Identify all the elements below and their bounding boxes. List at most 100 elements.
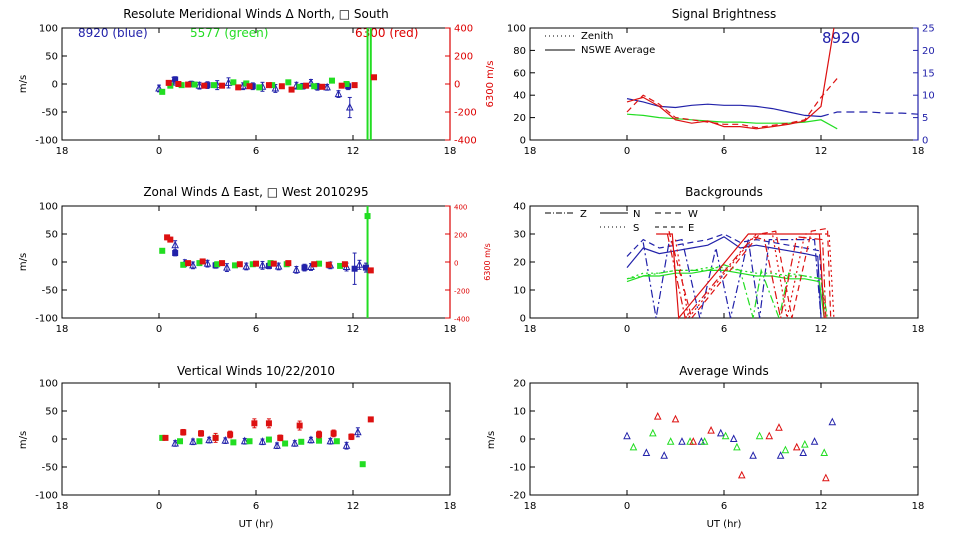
data-point-square (298, 438, 305, 445)
data-point-triangle (224, 78, 233, 86)
chart-title-meridional: Resolute Meridional Winds Δ North, □ Sou… (123, 7, 389, 21)
data-point-triangle (629, 442, 638, 451)
data-point-triangle (292, 265, 301, 273)
y-tick-label: 20 (513, 113, 526, 124)
data-point-triangle (258, 260, 267, 269)
data-point-square (246, 438, 253, 445)
data-point-triangle (345, 102, 354, 111)
y-tick-label: 80 (513, 46, 526, 57)
data-point-triangle (755, 431, 764, 440)
series-line-6300-zenith (626, 78, 838, 129)
data-point-triangle (653, 411, 662, 420)
data-point-triangle (258, 437, 267, 445)
annotation-5577-green: 5577 (green) (190, 26, 268, 40)
x-tick-label: 6 (721, 146, 727, 157)
data-point-square (348, 433, 355, 440)
data-point-triangle (290, 438, 299, 447)
x-tick-label: 12 (815, 146, 828, 157)
data-point-triangle (205, 435, 213, 444)
panel-average: Average Winds m/s UT (hr) (486, 364, 769, 530)
data-point-square (316, 431, 323, 438)
y-tick-label: 0 (52, 435, 58, 446)
y2label-meridional: 6300 m/s (485, 61, 496, 108)
data-point-triangle (822, 473, 830, 482)
x-tick-label: 0 (156, 324, 162, 335)
data-point-square (253, 260, 259, 267)
x-tick-label: 12 (347, 146, 360, 157)
chart-title-backgrounds: Backgrounds (685, 185, 763, 199)
data-point-triangle (678, 437, 686, 445)
data-point-square (282, 440, 289, 447)
data-point-square (246, 83, 253, 90)
y-tick-label: 30 (513, 230, 526, 241)
data-point-square (296, 83, 303, 90)
data-point-square (235, 84, 242, 91)
panel-backgrounds: Backgrounds Z N W S E (545, 185, 763, 234)
chart-title-zonal: Zonal Winds Δ East, □ West 2010295 (143, 185, 368, 199)
data-point-square (196, 438, 203, 445)
data-point-square (337, 262, 344, 269)
y2-tick-label: 400 (454, 24, 473, 35)
data-point-triangle (195, 81, 204, 89)
y-tick-label: 0 (520, 314, 526, 325)
data-point-square (180, 261, 187, 268)
data-point-square (265, 436, 272, 443)
data-point-triangle (721, 431, 730, 440)
y2-tick-label: -200 (454, 108, 477, 119)
y-tick-label: 0 (52, 80, 58, 91)
data-point-square (198, 430, 205, 437)
y-tick-label: 10 (513, 286, 526, 297)
data-point-triangle (221, 436, 230, 444)
x-tick-label: 6 (721, 324, 727, 335)
chart-title-vertical: Vertical Winds 10/22/2010 (177, 364, 335, 378)
data-point-square (214, 261, 221, 268)
y-tick-label: 40 (513, 91, 526, 102)
data-point-square (159, 247, 166, 254)
data-point-square (251, 420, 258, 427)
data-point-square (359, 461, 366, 468)
series-line-8920-zenith (820, 111, 919, 118)
data-point-square (328, 77, 335, 84)
x-tick-label: 18 (56, 501, 69, 512)
data-point-square (311, 83, 318, 90)
y2-tick-label: -400 (454, 316, 470, 324)
data-point-triangle (355, 260, 364, 268)
data-point-square (162, 434, 169, 441)
data-point-triangle (307, 78, 315, 86)
data-point-triangle (273, 441, 281, 449)
x-tick-label: 12 (347, 501, 360, 512)
data-point-triangle (660, 451, 668, 459)
data-point-square (265, 420, 272, 427)
annotation-8920-signal: 8920 (822, 29, 860, 47)
data-point-triangle (274, 261, 283, 270)
y-tick-label: 50 (45, 230, 58, 241)
data-point-square (270, 260, 277, 267)
data-point-square (212, 434, 219, 441)
data-point-triangle (828, 417, 837, 426)
data-point-square (362, 264, 369, 271)
data-point-square (288, 86, 295, 93)
data-point-triangle (240, 436, 249, 445)
y-tick-label: 20 (513, 379, 526, 390)
x-tick-label: 0 (156, 146, 162, 157)
series-line-5577-avg (626, 113, 838, 130)
legend-label-nswe: NSWE Average (581, 45, 655, 56)
x-tick-label: 12 (347, 324, 360, 335)
y2-tick-label: 10 (922, 91, 935, 102)
data-point-triangle (242, 261, 251, 270)
data-point-triangle (729, 434, 738, 442)
data-point-triangle (810, 437, 819, 445)
x-tick-label: 18 (912, 501, 925, 512)
data-point-square (285, 260, 292, 267)
data-point-square (316, 437, 323, 444)
data-point-square (175, 81, 182, 87)
panel-vertical: Vertical Winds 10/22/2010 m/s UT (hr) (18, 364, 335, 530)
data-point-triangle (155, 83, 163, 92)
y-tick-label: 20 (513, 258, 526, 269)
data-point-square (231, 262, 238, 269)
data-point-square (227, 431, 234, 438)
x-tick-label: 6 (253, 501, 259, 512)
